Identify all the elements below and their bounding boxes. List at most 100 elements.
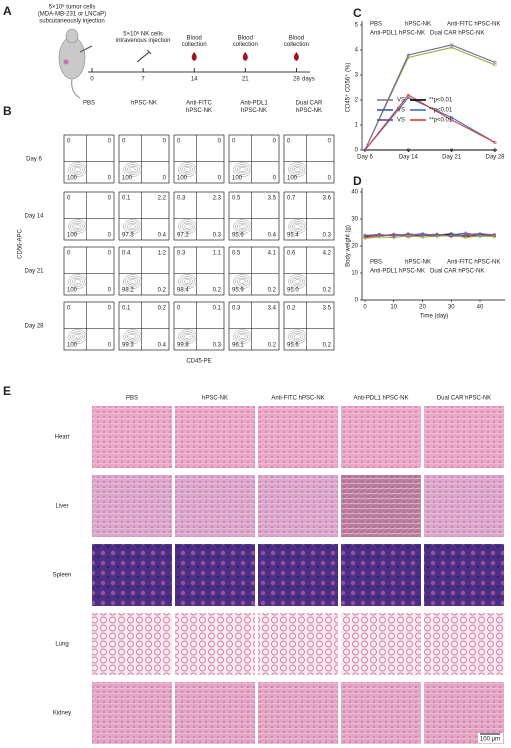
blood-note: collection [233,42,258,48]
contour [123,329,142,344]
quadrant-value: 3.5 [268,196,277,202]
histology-texture [175,544,255,606]
syringe-icon [136,49,152,63]
contour [178,219,197,234]
contour [184,224,191,229]
nk-note: 5×10⁶ NK cells [123,31,163,38]
quadrant-value: 99.8 [177,343,189,349]
histology-texture [258,475,338,537]
contour [125,276,140,287]
series-line [364,234,495,239]
legend-entry: Anti-PDL1 hPSC-NK [370,269,425,275]
data-point [406,93,410,97]
x-tick-label: Day 21 [442,155,462,161]
contour [290,276,305,287]
panel-letter: E [3,384,11,398]
scale-bar-bg [478,733,503,743]
contour [72,277,83,286]
panel-letter: A [3,4,12,18]
quadrant-value: 0 [67,306,71,312]
quadrant-value: 0 [218,176,222,182]
contour [178,162,197,177]
quadrant-value: 1.1 [213,251,222,257]
quadrant-value: 97.2 [177,233,189,239]
quadrant-value: 0.7 [287,196,296,202]
contour [239,334,246,339]
legend-entry: Anti-PDL1 hPSC-NK [370,31,425,37]
histology-row-label: Liver [55,504,68,510]
contour [72,222,83,231]
histology-texture [424,475,504,537]
flow-y-label: CD56-APC [18,229,24,259]
flow-plot [173,134,225,184]
histology-column-header: Anti-PDL1 hPSC-NK [353,396,408,402]
contour [235,276,250,287]
contour [184,279,191,284]
x-tick-label: 0 [363,305,367,311]
flow-plot [228,134,280,184]
quadrant-value: 2.3 [213,196,222,202]
quadrant-value: 0 [108,196,112,202]
quadrant-value: 0.3 [177,251,186,257]
quadrant-value: 100 [67,233,78,239]
quadrant-value: 0.3 [213,233,222,239]
contour [70,276,85,287]
blood-note: Blood [289,36,304,42]
contour [74,224,81,229]
x-tick-label: 30 [448,305,455,311]
series-line [364,96,496,151]
quadrant-value: 0.4 [268,233,277,239]
quadrant-value: 95.0 [287,288,299,294]
histology-texture [258,544,338,606]
contour [288,219,307,234]
quadrant-value: 0.2 [323,343,332,349]
contour [182,332,193,341]
y-tick-label: 0 [355,148,359,154]
flow-column-header: hPSC-NK [296,108,322,114]
contour [239,167,246,172]
contour [294,167,301,172]
histology-column-header: hPSC-NK [202,396,228,402]
quadrant-value: 95.6 [287,343,299,349]
flow-plot [173,301,225,351]
flow-plot [228,191,280,241]
contour [180,331,195,342]
contour [129,167,136,172]
histology-texture [341,406,421,468]
quadrant-value: 0.3 [232,306,241,312]
contour [237,332,248,341]
quadrant-value: 100 [67,343,78,349]
quadrant-value: 0 [108,343,112,349]
quadrant-value: 100 [232,176,243,182]
flow-row-label: Day 21 [24,269,44,275]
tumor-note: (MDA-MB-231 or LNCaP) [38,12,106,18]
histology-texture [175,613,255,675]
panel-letter: C [353,6,362,20]
y-tick-label: 0 [355,298,359,304]
contour [125,221,140,232]
contour [288,329,307,344]
x-tick-label: 10 [390,305,397,311]
quadrant-value: 0 [218,139,222,145]
timeline-label: 0 [90,77,94,83]
contour [70,331,85,342]
panel-letter: B [3,104,12,118]
contour [129,334,136,339]
flow-column-header: hPSC-NK [131,101,157,107]
x-tick-label: Day 6 [357,155,373,161]
comparison-word: VS [397,108,405,114]
quadrant-value: 0 [108,139,112,145]
contour [127,332,138,341]
timeline-unit: days [302,77,315,83]
flow-plot [63,134,115,184]
contour [294,224,301,229]
flow-plot [283,191,335,241]
histology-texture [92,682,172,744]
contour [239,279,246,284]
comparison-label: **p<0.01 [429,118,453,124]
quadrant-value: 1.2 [158,251,167,257]
quadrant-value: 0.1 [122,196,131,202]
comparison-label: **p<0.01 [429,98,453,104]
histology-texture [341,544,421,606]
